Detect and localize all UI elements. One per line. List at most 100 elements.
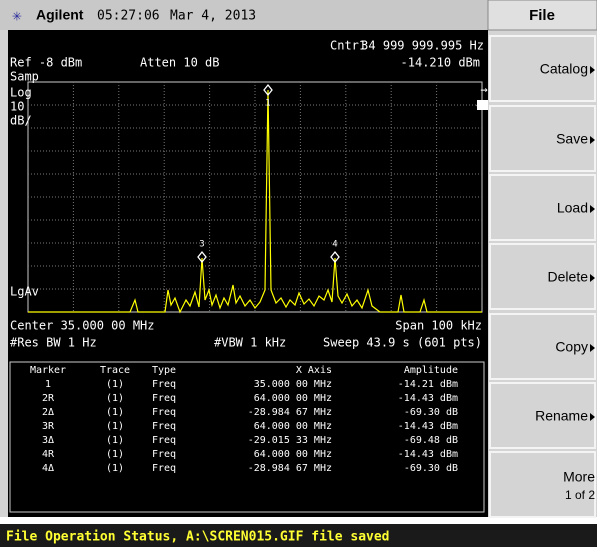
softkey-arrow (590, 66, 595, 74)
softkey-bg (489, 35, 596, 102)
ref-marker-bg (477, 100, 488, 110)
softkey[interactable]: Copy (489, 313, 596, 380)
sweep: Sweep 43.9 s (601 pts) (323, 336, 482, 350)
softkey-bg (489, 382, 596, 449)
date: Mar 4, 2013 (170, 9, 256, 24)
scale: 10 (10, 100, 24, 114)
softkey-arrow (590, 136, 595, 144)
softkey-page: 1 of 2 (565, 488, 595, 502)
menu-title: File (529, 7, 555, 24)
detector: Samp (10, 70, 39, 84)
softkey-label: Load (557, 200, 588, 216)
table-cell: (1) (106, 421, 124, 432)
ref-arrow: → (480, 83, 487, 97)
resolution-bandwidth: #Res BW 1 Hz (10, 336, 97, 350)
table-cell: 64.000 00 MHz (254, 449, 332, 460)
marker-number: 4 (332, 240, 337, 250)
softkey-label: Copy (555, 339, 588, 355)
softkey-arrow (590, 413, 595, 421)
marker-table-frame (9, 361, 485, 513)
softkey[interactable]: Save (489, 105, 596, 172)
table-cell: Freq (152, 379, 176, 390)
softkey[interactable]: Load (489, 174, 596, 241)
scale: Log (10, 86, 32, 100)
softkey-bg (489, 105, 596, 172)
table-cell: 2Δ (42, 407, 54, 418)
table-cell: -69.48 dB (404, 435, 458, 446)
marker-diamond (330, 250, 340, 264)
table-cell: -28.984 67 MHz (248, 407, 332, 418)
display (8, 30, 488, 517)
marker-frequency: 34 999 999.995 Hz (361, 39, 484, 53)
table-cell: 3Δ (42, 435, 54, 446)
table-cell: (1) (106, 379, 124, 390)
table-cell: Freq (152, 407, 176, 418)
time: 05:27:06 (97, 9, 160, 24)
logo-icon: ✳ (12, 6, 22, 25)
table-cell: (1) (106, 463, 124, 474)
softkey-label: More (563, 469, 595, 485)
softkey-arrow (590, 205, 595, 213)
table-cell: -14.21 dBm (398, 379, 458, 390)
table-cell: Freq (152, 449, 176, 460)
ref-marker: 4R (476, 101, 487, 111)
softkey-label: Rename (535, 408, 588, 424)
table-cell: 1 (45, 379, 51, 390)
softkey[interactable]: Rename (489, 382, 596, 449)
table-cell: -14.43 dBm (398, 449, 458, 460)
menu-header (487, 0, 597, 31)
table-cell: -69.30 dB (404, 407, 458, 418)
table-cell: 3R (42, 421, 55, 432)
table-cell: 64.000 00 MHz (254, 421, 332, 432)
table-cell: 35.000 00 MHz (254, 379, 332, 390)
reference-level: Ref -8 dBm (10, 56, 82, 70)
table-cell: (1) (106, 435, 124, 446)
marker-label: Cntr1 (330, 39, 366, 53)
softkey-bg (489, 174, 596, 241)
table-cell: 64.000 00 MHz (254, 393, 332, 404)
softkey-bg (489, 243, 596, 310)
softkey-label: Save (556, 131, 588, 147)
marker-number: 3 (199, 240, 204, 250)
table-cell: Freq (152, 435, 176, 446)
video-bandwidth: #VBW 1 kHz (214, 336, 286, 350)
center-frequency: Center 35.000 00 MHz (10, 319, 155, 333)
table-cell: (1) (106, 449, 124, 460)
average-mode: LgAv (10, 285, 39, 299)
table-cell: -28.984 67 MHz (248, 463, 332, 474)
table-cell: (1) (106, 407, 124, 418)
column-header: Trace (100, 365, 130, 376)
status-bar (0, 524, 597, 547)
table-cell: -29.015 33 MHz (248, 435, 332, 446)
softkey-arrow (590, 274, 595, 282)
softkey[interactable]: Delete (489, 243, 596, 310)
span: Span 100 kHz (395, 319, 482, 333)
marker-number: 1 (265, 99, 270, 109)
table-cell: 4R (42, 449, 55, 460)
table-cell: -14.43 dBm (398, 393, 458, 404)
softkey-bg (489, 313, 596, 380)
table-cell: -69.30 dB (404, 463, 458, 474)
column-header: Amplitude (404, 365, 458, 376)
softkey-arrow (590, 344, 595, 352)
status-text: File Operation Status, A:\SCREN015.GIF f… (6, 530, 390, 545)
table-cell: Freq (152, 421, 176, 432)
table-cell: 2R (42, 393, 55, 404)
softkey[interactable]: Catalog (489, 35, 596, 102)
grid (28, 82, 482, 312)
table-cell: 4Δ (42, 463, 54, 474)
attenuation: Atten 10 dB (140, 56, 219, 70)
marker-diamond (263, 83, 273, 97)
marker-amplitude: -14.210 dBm (401, 56, 480, 70)
column-header: Type (152, 365, 176, 376)
title-bar (0, 0, 488, 30)
softkey-label: Catalog (540, 61, 588, 77)
softkey[interactable]: More 1 of 2 (489, 451, 596, 518)
table-cell: Freq (152, 463, 176, 474)
scale: dB/ (10, 114, 32, 128)
brand: Agilent (36, 7, 84, 23)
table-cell: -14.43 dBm (398, 421, 458, 432)
table-cell: (1) (106, 393, 124, 404)
column-header: X Axis (296, 365, 332, 376)
